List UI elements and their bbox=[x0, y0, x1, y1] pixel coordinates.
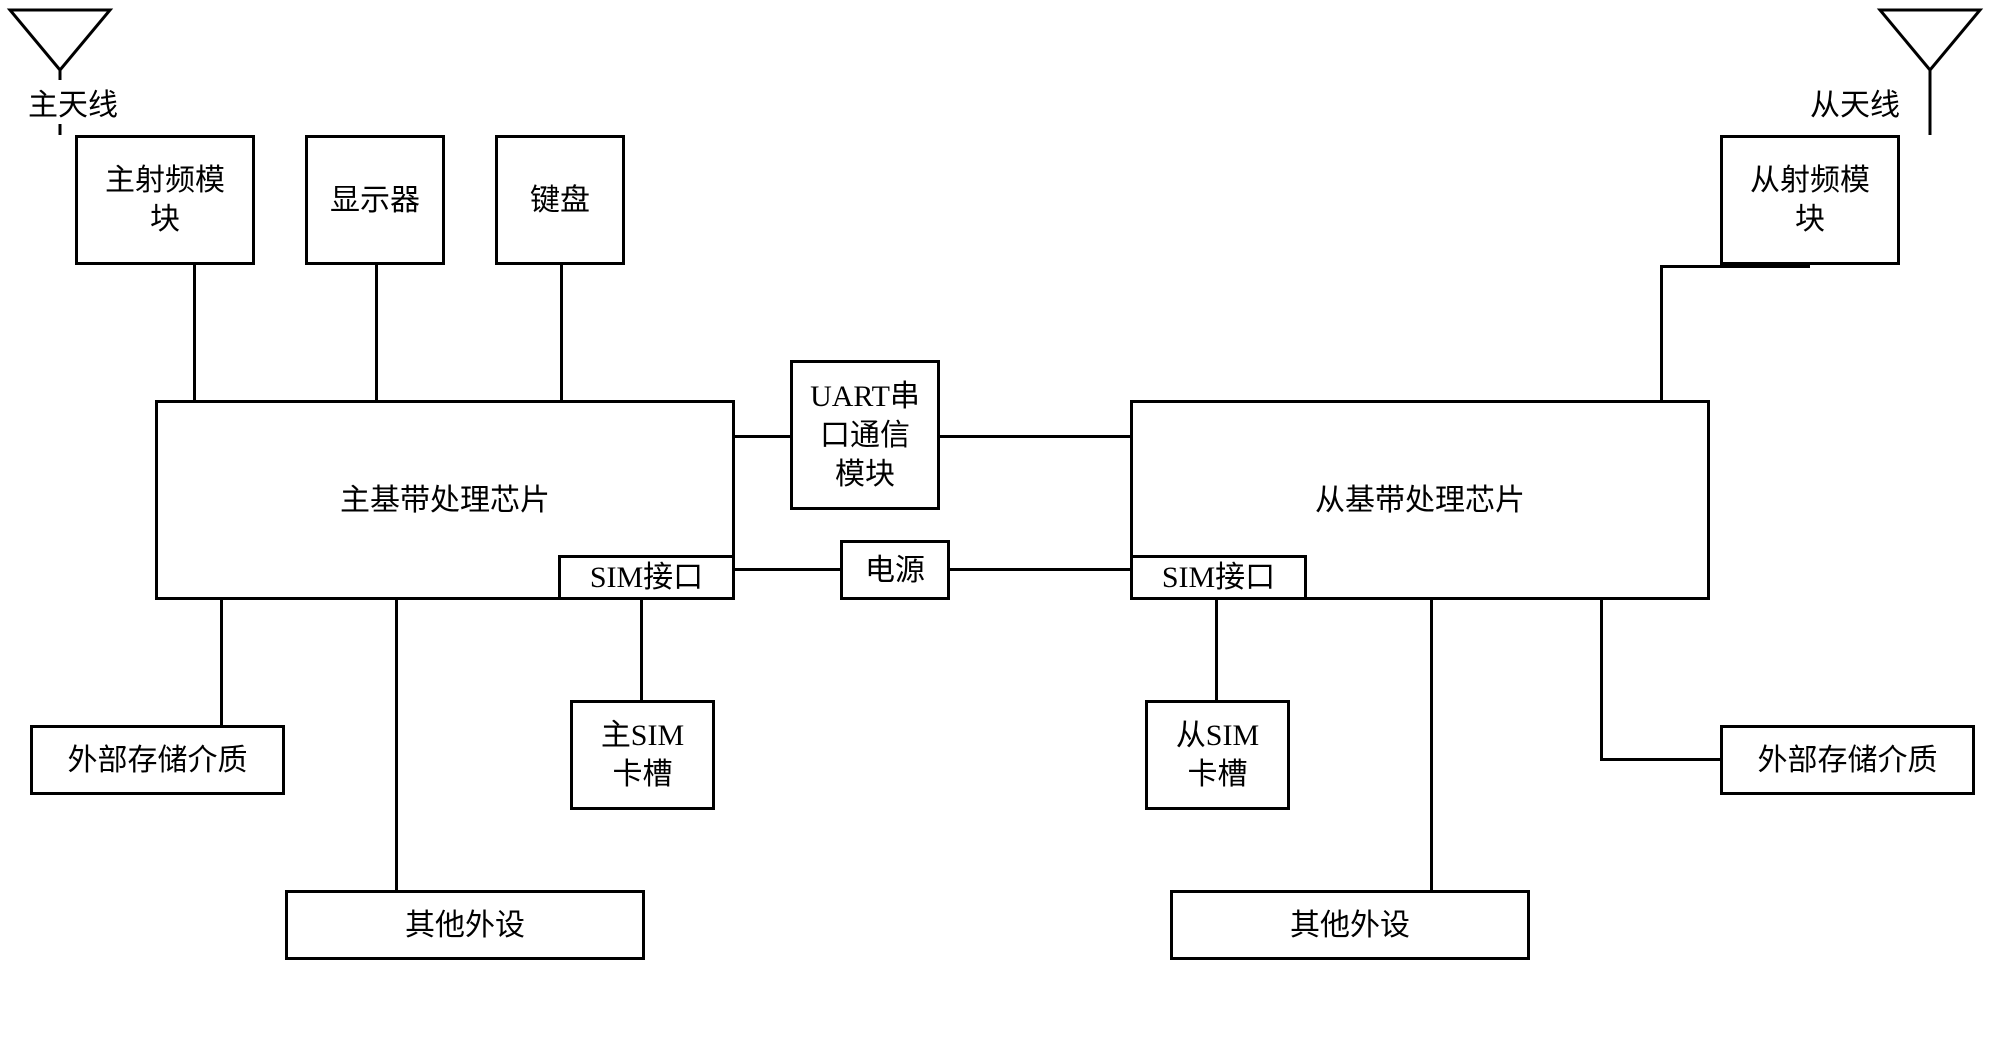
sim-interface-main: SIM接口 bbox=[558, 555, 735, 600]
line-display-baseband bbox=[375, 265, 378, 400]
power-box: 电源 bbox=[840, 540, 950, 600]
ext-storage-slave: 外部存储介质 bbox=[1720, 725, 1975, 795]
other-periph-main: 其他外设 bbox=[285, 890, 645, 960]
line-keyboard-baseband bbox=[560, 265, 563, 400]
sim-interface-slave: SIM接口 bbox=[1130, 555, 1307, 600]
slave-rf-module: 从射频模 块 bbox=[1720, 135, 1900, 265]
keyboard-box: 键盘 bbox=[495, 135, 625, 265]
display-box: 显示器 bbox=[305, 135, 445, 265]
slave-sim-slot: 从SIM 卡槽 bbox=[1145, 700, 1290, 810]
main-antenna-label: 主天线 bbox=[28, 80, 118, 124]
line-rf-baseband-main bbox=[193, 265, 196, 400]
line-main-other bbox=[395, 600, 398, 890]
line-rf-baseband-slave-h bbox=[1660, 265, 1810, 268]
main-sim-slot: 主SIM 卡槽 bbox=[570, 700, 715, 810]
slave-antenna-label: 从天线 bbox=[1810, 80, 1900, 124]
ext-storage-main: 外部存储介质 bbox=[30, 725, 285, 795]
line-slave-other bbox=[1430, 600, 1433, 890]
block-diagram: 主天线 从天线 主射频模 块 显示器 键盘 从射频模 块 主基带处理芯片 SIM… bbox=[0, 0, 2002, 1056]
main-rf-module: 主射频模 块 bbox=[75, 135, 255, 265]
uart-module: UART串 口通信 模块 bbox=[790, 360, 940, 510]
line-sim-slave bbox=[1215, 600, 1218, 700]
line-sim-main bbox=[640, 600, 643, 700]
line-slave-storage-h bbox=[1600, 758, 1720, 761]
line-rf-baseband-slave bbox=[1660, 265, 1663, 400]
line-main-uart bbox=[735, 435, 790, 438]
line-main-power bbox=[735, 568, 840, 571]
line-uart-slave bbox=[940, 435, 1130, 438]
line-main-storage bbox=[220, 600, 223, 725]
other-periph-slave: 其他外设 bbox=[1170, 890, 1530, 960]
line-power-slave bbox=[950, 568, 1130, 571]
line-slave-storage-v bbox=[1600, 600, 1603, 760]
